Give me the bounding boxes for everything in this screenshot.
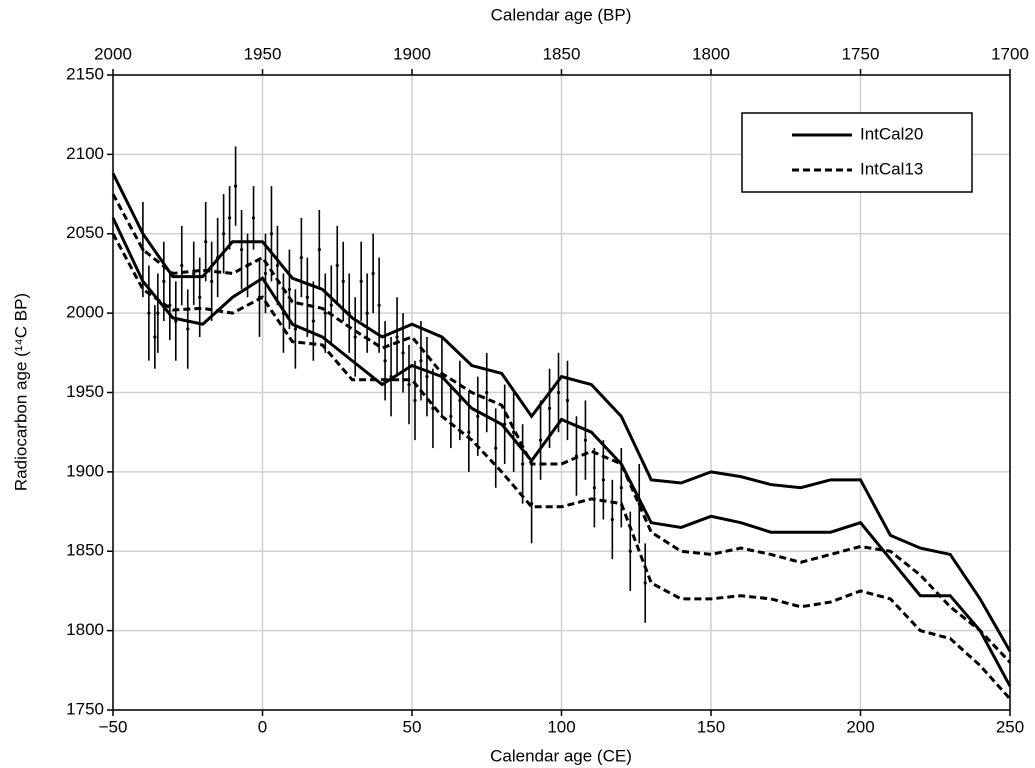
data-point	[413, 398, 417, 403]
data-point	[186, 327, 190, 331]
y-tick-label: 2150	[66, 64, 104, 83]
data-point	[619, 486, 623, 490]
curve-lower	[111, 217, 1012, 687]
data-point	[628, 549, 632, 553]
data-point	[228, 216, 232, 220]
data-point	[180, 263, 184, 268]
x2-tick-label: 1950	[244, 44, 282, 63]
data-point	[601, 478, 605, 482]
data-point	[198, 295, 202, 299]
data-point	[476, 414, 480, 418]
data-point	[485, 390, 489, 395]
data-point	[407, 382, 411, 387]
x-tick-label: 100	[547, 717, 575, 736]
x2-tick-label: 1900	[393, 44, 431, 63]
data-point	[239, 248, 244, 252]
x-tick-label: 150	[697, 717, 725, 736]
data-point	[425, 375, 429, 379]
x2-tick-label: 1750	[842, 44, 880, 63]
data-point	[323, 311, 327, 315]
data-point	[583, 438, 588, 442]
curve-upper	[111, 193, 1012, 664]
data-point	[147, 311, 151, 315]
x2-tick-label: 1800	[692, 44, 730, 63]
data-point	[353, 335, 357, 339]
data-point	[610, 517, 614, 522]
data-point	[317, 248, 321, 252]
x-tick-label: −50	[99, 717, 128, 736]
y-tick-label: 2000	[66, 303, 104, 322]
data-point	[275, 263, 280, 268]
x2-tick-label: 1850	[543, 44, 581, 63]
data-point	[449, 414, 453, 418]
curve-lower	[111, 233, 1012, 700]
data-point	[643, 581, 647, 585]
data-point	[293, 327, 297, 331]
data-point	[458, 398, 462, 403]
y-tick-label: 1900	[66, 461, 104, 480]
data-point	[305, 295, 309, 299]
data-point	[204, 240, 208, 244]
data-point	[311, 319, 315, 323]
data-point	[359, 279, 363, 283]
data-point	[538, 438, 543, 442]
data-point	[383, 359, 387, 363]
x2-axis-label: Calendar age (BP)	[491, 5, 632, 24]
data-point	[371, 271, 375, 276]
data-point	[162, 279, 166, 283]
x-tick-label: 250	[996, 717, 1024, 736]
x2-tick-label: 2000	[94, 44, 132, 63]
y-axis-label: Radiocarbon age (¹⁴C BP)	[11, 293, 30, 491]
data-point	[233, 184, 238, 188]
y-tick-label: 1800	[66, 620, 104, 639]
data-point	[556, 390, 561, 395]
data-point	[565, 398, 570, 403]
data-point	[467, 430, 471, 434]
data-point	[494, 446, 498, 450]
legend-label: IntCal20	[860, 124, 923, 143]
x-tick-label: 50	[403, 717, 422, 736]
y-tick-label: 1950	[66, 382, 104, 401]
y-tick-label: 2100	[66, 144, 104, 163]
x-tick-label: 0	[258, 717, 267, 736]
data-point	[592, 486, 596, 490]
data-point	[210, 279, 214, 283]
data-point	[329, 303, 333, 307]
y-tick-label: 1850	[66, 541, 104, 560]
legend-label: IntCal13	[860, 159, 923, 178]
data-point	[335, 263, 339, 268]
x-tick-label: 200	[846, 717, 874, 736]
data-point	[395, 335, 399, 339]
data-point	[521, 462, 525, 466]
data-point	[377, 303, 381, 307]
data-point	[287, 287, 292, 291]
data-point	[401, 351, 405, 355]
curve-upper	[111, 172, 1012, 653]
data-point	[174, 319, 178, 323]
data-point	[547, 406, 552, 410]
data-point	[141, 248, 145, 252]
data-point	[251, 216, 256, 220]
data-point	[153, 335, 157, 339]
data-point	[365, 311, 369, 315]
x-axis-label: Calendar age (CE)	[490, 746, 632, 765]
data-point	[419, 359, 423, 363]
data-point	[156, 311, 160, 315]
y-tick-label: 2050	[66, 223, 104, 242]
data-point	[269, 232, 274, 236]
data-point	[299, 255, 303, 260]
legend-box	[741, 112, 973, 193]
data-point	[263, 271, 268, 276]
x2-tick-label: 1700	[991, 44, 1029, 63]
data-point	[222, 232, 226, 236]
plot-frame	[112, 74, 1011, 711]
data-point	[341, 279, 345, 283]
y-tick-label: 1750	[66, 699, 104, 718]
